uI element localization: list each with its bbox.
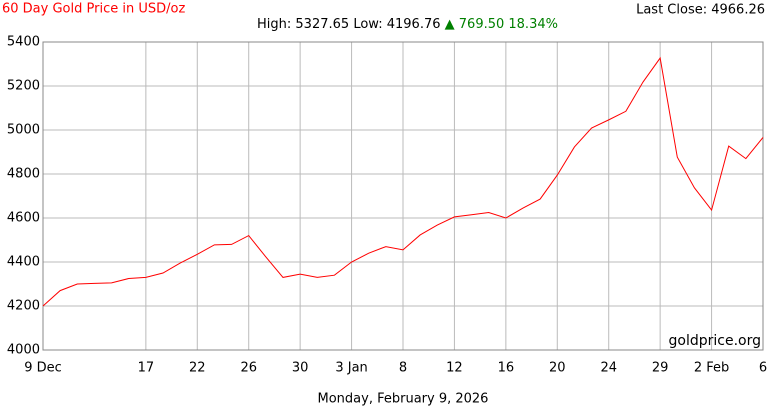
x-tick-label: 8	[399, 361, 407, 376]
x-tick-label: 9 Dec	[24, 361, 62, 376]
date-caption: Monday, February 9, 2026	[318, 392, 489, 407]
x-tick-label: 2 Feb	[694, 361, 729, 376]
price-line	[42, 56, 764, 307]
change: ▲ 769.50 18.34%	[445, 17, 558, 32]
x-tick-label: 17	[138, 361, 155, 376]
y-tick-label: 5400	[7, 35, 40, 50]
x-tick-label: 20	[549, 361, 566, 376]
y-tick-label: 4800	[7, 167, 40, 182]
stats: High: 5327.65 Low: 4196.76 ▲ 769.50 18.3…	[257, 17, 558, 32]
x-tick-label: 12	[446, 361, 463, 376]
y-tick-label: 4600	[7, 211, 40, 226]
x-tick-label: 22	[189, 361, 206, 376]
high: 5327.65	[295, 17, 349, 32]
x-tick-label: 6	[759, 361, 767, 376]
x-tick-label: 29	[652, 361, 669, 376]
y-tick-label: 4400	[7, 255, 40, 270]
x-tick-label: 26	[240, 361, 257, 376]
plot-border	[42, 41, 764, 351]
last-close: Last Close: 4966.26	[636, 3, 765, 18]
x-tick-label: 3 Jan	[335, 361, 367, 376]
low: 4196.76	[387, 17, 441, 32]
watermark: goldprice.org	[669, 333, 761, 349]
low-label: Low:	[353, 17, 382, 32]
y-tick-label: 5200	[7, 79, 40, 94]
x-tick-label: 16	[498, 361, 515, 376]
x-tick-label: 24	[600, 361, 617, 376]
x-tick-label: 30	[292, 361, 309, 376]
high-label: High:	[257, 17, 291, 32]
y-tick-label: 5000	[7, 123, 40, 138]
chart-title: 60 Day Gold Price in USD/oz	[2, 2, 185, 17]
y-tick-label: 4000	[7, 343, 40, 358]
y-tick-label: 4200	[7, 299, 40, 314]
